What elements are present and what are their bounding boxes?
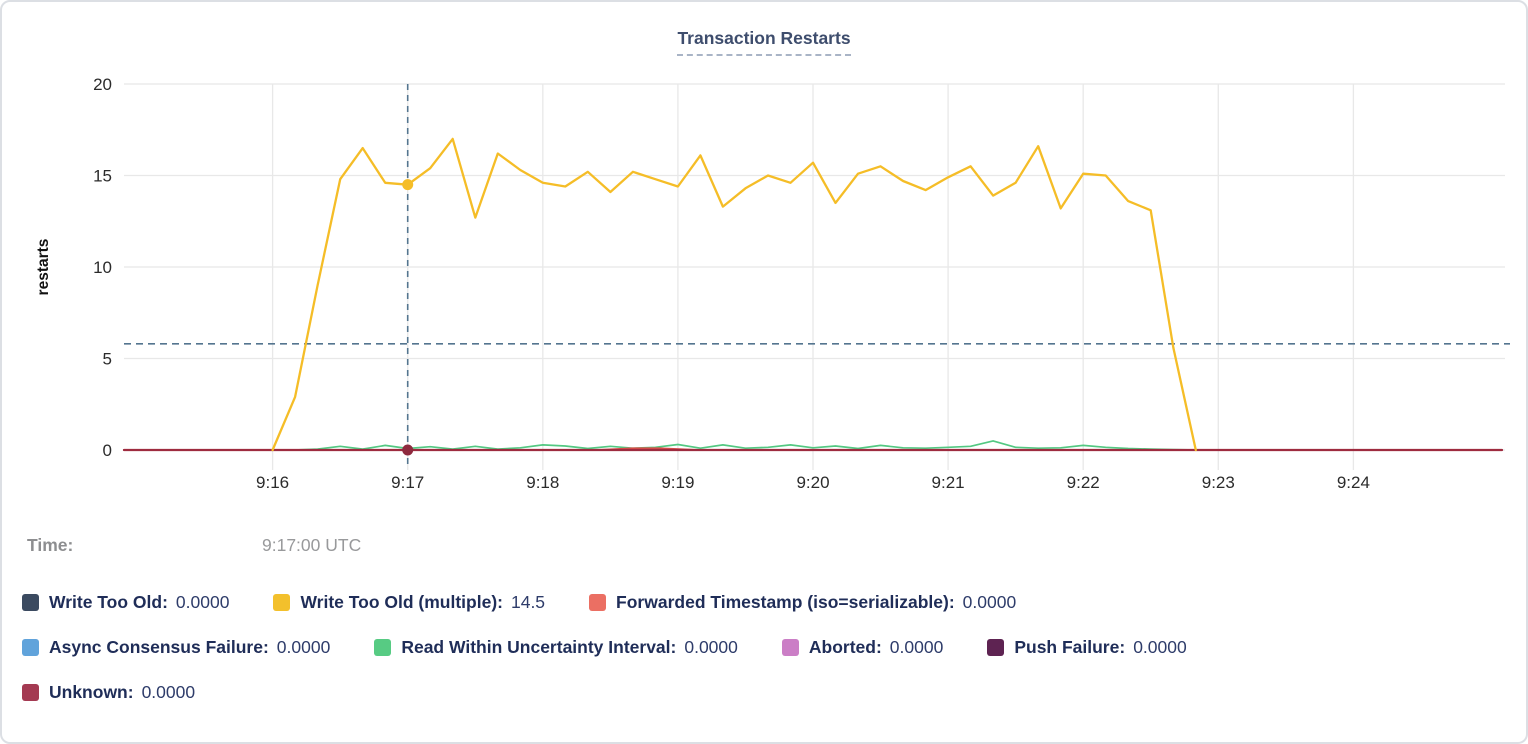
legend-row-3: Unknown: 0.0000 (22, 682, 195, 703)
transaction-restarts-chart[interactable]: 0 5 10 15 20 9:16 9:17 9:18 9:19 9:20 9:21 9:22 9:23… (2, 2, 1528, 507)
legend-swatch (589, 594, 607, 611)
legend-item-unknown: Unknown: 0.0000 (22, 682, 195, 703)
y-tick-label: 20 (93, 75, 112, 94)
legend-swatch (273, 594, 291, 611)
legend-item-push-failure: Push Failure: 0.0000 (987, 637, 1187, 658)
x-tick-label: 9:24 (1337, 473, 1370, 492)
legend-item-label: Push Failure: (1014, 637, 1126, 657)
x-tick-label: 9:22 (1067, 473, 1100, 492)
legend-item-value: 0.0000 (962, 592, 1017, 612)
legend-item-value: 0.0000 (889, 637, 944, 657)
y-tick-label: 5 (103, 350, 112, 369)
x-tick-label: 9:16 (256, 473, 289, 492)
legend-item-label: Unknown: (49, 682, 134, 702)
legend-item-write-too-old-multiple: Write Too Old (multiple): 14.5 (273, 592, 545, 613)
legend-item-label: Write Too Old: (49, 592, 168, 612)
y-axis-label: restarts (35, 239, 52, 296)
chart-header: Transaction Restarts (2, 28, 1526, 56)
legend-item-async-consensus-failure: Async Consensus Failure: 0.0000 (22, 637, 330, 658)
legend-item-value: 0.0000 (175, 592, 230, 612)
x-tick-label: 9:20 (796, 473, 829, 492)
y-tick-label: 0 (103, 441, 112, 460)
x-tick-label: 9:21 (932, 473, 965, 492)
hover-dot-write-too-old-multiple- (402, 179, 414, 191)
x-tick-label: 9:19 (661, 473, 694, 492)
legend-swatch (22, 684, 39, 701)
legend-swatch (374, 639, 392, 656)
time-value: 9:17:00 UTC (262, 535, 362, 555)
legend-item-label: Forwarded Timestamp (iso=serializable): (616, 592, 955, 612)
legend-item-forwarded-timestamp-iso-serializable: Forwarded Timestamp (iso=serializable): 0… (589, 592, 1016, 613)
legend-item-label: Aborted: (808, 637, 882, 657)
legend-item-label: Async Consensus Failure: (49, 637, 269, 657)
legend-item-label: Read Within Uncertainty Interval: (401, 637, 677, 657)
legend-row-1: Write Too Old: 0.0000 Write Too Old (multi… (22, 592, 1016, 613)
chart-title[interactable]: Transaction Restarts (677, 28, 851, 56)
x-tick-label: 9:17 (391, 473, 424, 492)
legend-swatch (987, 639, 1005, 656)
legend-swatch (781, 639, 799, 656)
legend-item-value: 0.0000 (141, 682, 196, 702)
legend-item-label: Write Too Old (multiple): (300, 592, 503, 612)
series-line-write-too-old-multiple- (271, 137, 1197, 452)
legend-item-read-within-uncertainty-interval: Read Within Uncertainty Interval: 0.0000 (374, 637, 738, 658)
x-tick-label: 9:23 (1202, 473, 1235, 492)
hover-time-row: Time: 9:17:00 UTC (27, 535, 627, 556)
legend-row-2: Async Consensus Failure: 0.0000 Read Withi… (22, 637, 1187, 658)
series-line-read-within-uncertainty-interval (271, 440, 1490, 451)
legend-item-value: 0.0000 (276, 637, 331, 657)
legend-item-value: 0.0000 (1133, 637, 1187, 657)
hover-dot-unknown (402, 444, 414, 456)
y-tick-label: 10 (93, 258, 112, 277)
legend-swatch (22, 594, 39, 611)
legend-item-aborted: Aborted: 0.0000 (781, 637, 944, 658)
legend-item-value: 14.5 (510, 592, 546, 612)
legend-item-value: 0.0000 (684, 637, 738, 657)
time-label: Time: (27, 535, 74, 555)
legend-item-write-too-old: Write Too Old: 0.0000 (22, 592, 229, 613)
y-tick-label: 15 (93, 167, 112, 186)
x-tick-label: 9:18 (526, 473, 559, 492)
legend-swatch (22, 639, 39, 656)
